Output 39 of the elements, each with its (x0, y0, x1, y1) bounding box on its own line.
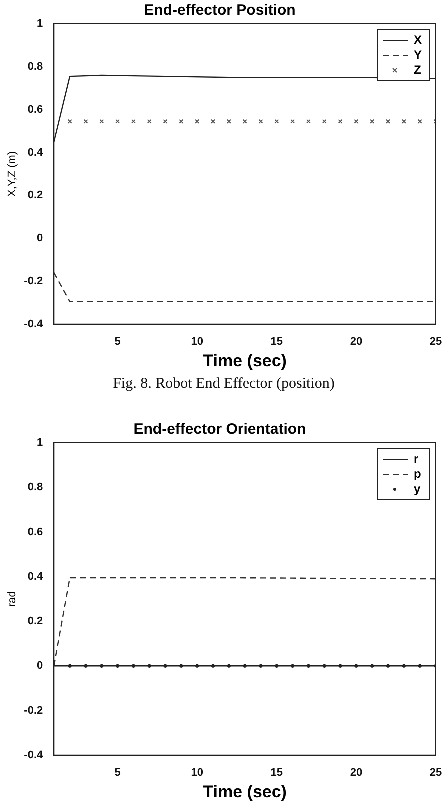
y-tick-label: 0 (37, 232, 44, 245)
x-tick-label: 20 (350, 336, 363, 348)
y-tick-label: 1 (37, 18, 44, 30)
x-tick-label: 5 (114, 336, 121, 348)
y-axis-title: X,Y,Z (m) (6, 151, 19, 198)
x-tick-label: 25 (430, 336, 442, 348)
y-tick-label: 0 (37, 660, 44, 672)
x-tick-label: 5 (114, 767, 121, 780)
y-tick-label: -0.4 (24, 749, 44, 762)
legend-label: X (414, 32, 422, 47)
y-tick-label: -0.4 (24, 318, 44, 330)
y-tick-label: -0.2 (24, 704, 44, 717)
y-tick-label: 0.8 (28, 482, 44, 494)
y-tick-label: 0.2 (28, 190, 44, 202)
x-axis-title: Time (sec) (203, 782, 287, 802)
x-tick-label: 15 (270, 336, 284, 348)
y-tick-label: 0.4 (28, 146, 44, 159)
legend-label: p (414, 466, 422, 481)
y-axis-title: rad (6, 591, 19, 608)
chart-title: End-effector Position (144, 2, 296, 20)
legend-label: y (414, 482, 421, 496)
legend-label: Y (414, 48, 422, 62)
y-tick-label: 0.4 (28, 570, 44, 583)
x-tick-label: 25 (430, 767, 442, 780)
y-tick-label: 0.2 (28, 616, 44, 628)
x-tick-label: 10 (191, 767, 204, 780)
chart-title: End-effector Orientation (134, 421, 306, 438)
y-tick-label: 0.8 (28, 60, 44, 73)
x-tick-label: 20 (350, 767, 363, 780)
legend-label: r (414, 452, 419, 466)
y-tick-label: 0.6 (28, 526, 44, 538)
x-axis-title: Time (sec) (203, 351, 287, 370)
y-tick-label: -0.2 (24, 276, 44, 288)
y-tick-label: 1 (37, 437, 44, 450)
x-tick-label: 10 (191, 336, 204, 348)
caption: Fig. 8. Robot End Effector (position) (112, 376, 336, 393)
y-tick-label: 0.6 (28, 104, 44, 116)
x-tick-label: 15 (270, 767, 284, 780)
legend-label: Z (414, 62, 422, 77)
